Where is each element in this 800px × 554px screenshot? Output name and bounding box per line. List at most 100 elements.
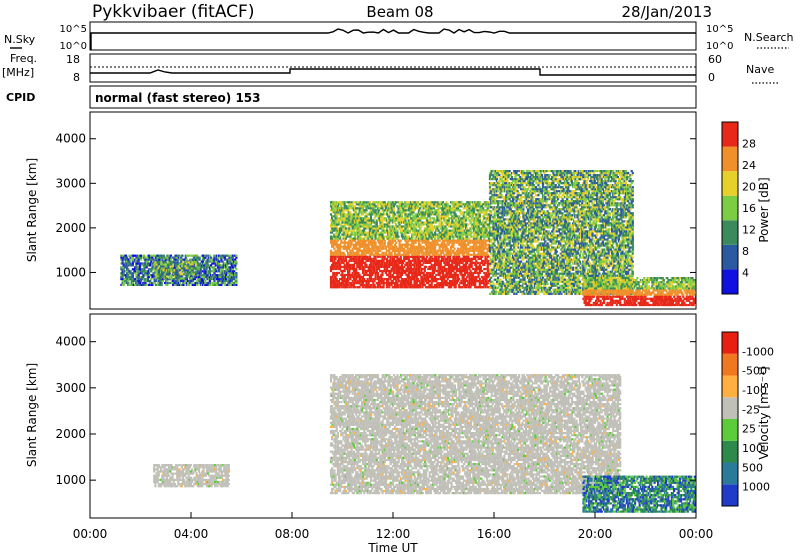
data-cell [413, 255, 416, 258]
data-cell [400, 201, 403, 204]
data-cell [341, 241, 344, 244]
data-cell [139, 262, 142, 265]
data-cell [463, 221, 466, 224]
data-cell [220, 268, 223, 271]
data-cell [475, 213, 478, 216]
data-cell [472, 221, 476, 224]
data-cell [333, 223, 336, 226]
data-cell [333, 259, 336, 262]
data-cell [145, 260, 148, 263]
data-cell [459, 233, 462, 236]
data-cell [467, 253, 470, 256]
data-cell [147, 256, 151, 259]
data-cell [399, 275, 402, 279]
data-cell [159, 283, 162, 286]
data-cell [467, 223, 470, 226]
data-cell [382, 227, 385, 230]
data-cell [440, 221, 444, 224]
data-cell [150, 281, 153, 285]
data-cell [389, 201, 392, 204]
data-cell [419, 259, 422, 262]
data-cell [411, 249, 414, 252]
data-cell [448, 205, 452, 208]
data-cell [176, 258, 179, 261]
data-cell [179, 267, 182, 270]
data-cell [359, 280, 362, 283]
data-cell [369, 225, 373, 228]
data-cell [434, 219, 437, 222]
data-cell [442, 247, 445, 250]
data-cell [429, 217, 432, 220]
data-cell [172, 273, 175, 276]
data-cell [344, 221, 347, 224]
data-cell [382, 269, 385, 273]
data-cell [475, 205, 478, 208]
data-cell [201, 279, 205, 283]
data-cell [436, 286, 439, 289]
data-cell [124, 264, 128, 267]
data-cell [230, 268, 233, 271]
data-cell [374, 237, 377, 240]
data-cell [437, 259, 440, 262]
data-cell [137, 278, 140, 281]
data-cell [405, 205, 408, 208]
data-cell [422, 217, 425, 220]
data-cell [343, 243, 346, 246]
data-cell [429, 280, 432, 283]
data-cell [365, 263, 368, 266]
data-cell [472, 231, 476, 234]
data-cell [429, 225, 432, 228]
data-cell [421, 282, 424, 285]
data-cell [134, 283, 137, 286]
data-cell [475, 201, 478, 204]
data-cell [357, 259, 360, 262]
data-cell [336, 249, 339, 252]
data-cell [139, 258, 142, 261]
data-cell [371, 273, 374, 277]
data-cell [405, 249, 408, 252]
data-cell [462, 237, 465, 240]
data-cell [480, 253, 484, 256]
data-cell [165, 283, 168, 286]
data-cell [459, 247, 462, 250]
data-cell [406, 263, 409, 266]
data-cell [235, 256, 238, 259]
data-cell [415, 286, 418, 289]
data-cell [341, 211, 344, 214]
data-cell [130, 256, 133, 259]
data-cell [171, 263, 174, 266]
data-cell [348, 269, 351, 273]
data-cell [431, 221, 434, 224]
data-cell [182, 269, 185, 272]
data-cell [407, 280, 410, 283]
data-cell [442, 284, 445, 287]
data-cell [390, 247, 393, 250]
data-cell [443, 241, 446, 244]
data-cell [469, 245, 472, 248]
data-cell [353, 209, 357, 212]
data-cell [226, 264, 229, 267]
data-cell [434, 286, 437, 289]
data-cell [398, 275, 401, 279]
data-cell [161, 279, 164, 283]
data-cell [369, 265, 373, 268]
data-cell [373, 247, 376, 250]
data-cell [145, 266, 148, 269]
data-cell [442, 239, 445, 242]
data-cell [331, 207, 334, 210]
data-cell [149, 279, 152, 283]
data-cell [444, 231, 447, 234]
data-cell [375, 201, 378, 204]
data-cell [477, 247, 480, 250]
data-cell [172, 261, 175, 264]
data-cell [411, 205, 414, 208]
data-cell [136, 274, 139, 277]
data-cell [331, 227, 334, 230]
data-cell [472, 203, 476, 206]
data-cell [336, 251, 339, 254]
data-cell [164, 281, 167, 285]
data-cell [395, 263, 398, 266]
data-cell [147, 254, 151, 257]
data-cell [367, 203, 370, 206]
data-cell [339, 229, 342, 232]
